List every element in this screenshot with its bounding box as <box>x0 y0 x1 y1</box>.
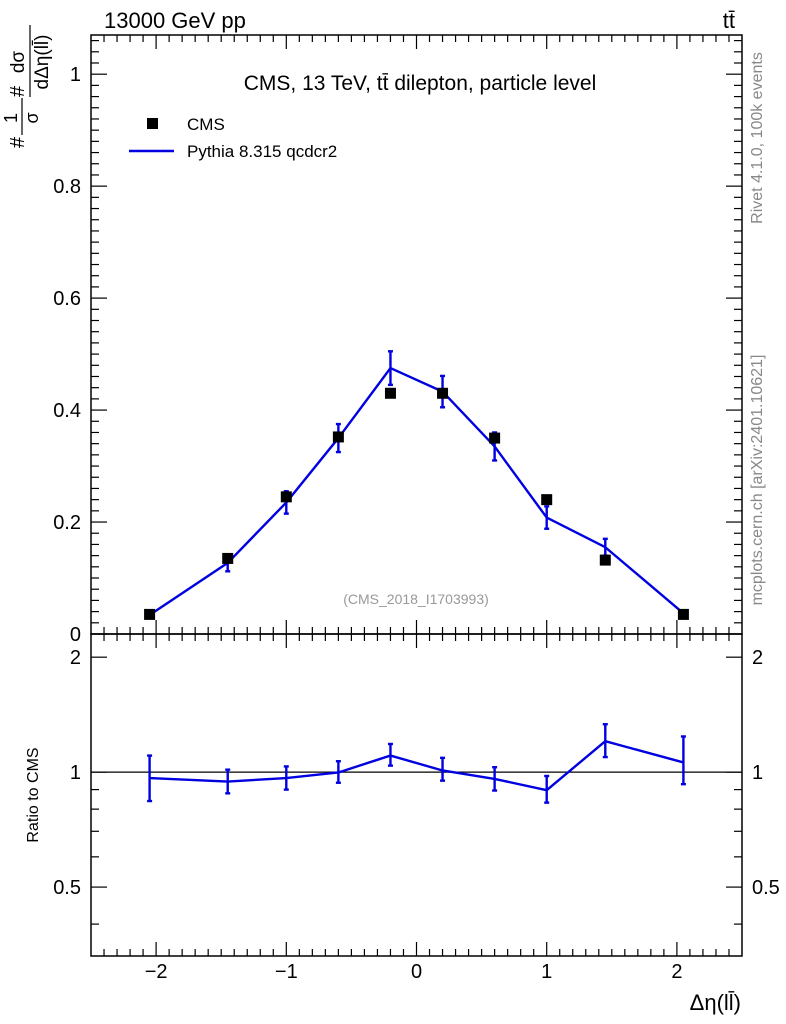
ylabel-hash1: # <box>7 136 29 148</box>
ylabel-hash2: # <box>7 85 29 97</box>
tick-labels: −2 −1 0 1 200.20.40.60.810.5 0.51 12 2 <box>53 64 780 983</box>
source-label: mcplots.cern.ch [arXiv:2401.10621] <box>749 355 766 606</box>
y-tick-label-ratio-right: 1 <box>752 762 763 784</box>
y-tick-label-ratio-right: 2 <box>752 647 763 669</box>
main-data <box>144 350 689 620</box>
cms-data-point <box>677 608 689 620</box>
x-tick-label: 1 <box>541 961 552 983</box>
cms-data-point <box>144 608 156 620</box>
cms-data-point <box>384 387 396 399</box>
x-tick-label: 0 <box>411 961 422 983</box>
x-axis-label: Δη(ll̄) <box>690 990 741 1015</box>
x-tick-label: −2 <box>145 961 168 983</box>
header-right: tt̄ <box>723 8 735 33</box>
y-tick-label-ratio-right: 0.5 <box>752 877 780 899</box>
x-tick-label: −1 <box>275 961 298 983</box>
cms-data-point <box>280 491 292 503</box>
header-left: 13000 GeV pp <box>104 8 246 33</box>
cms-data-point <box>332 431 344 443</box>
legend: CMS Pythia 8.315 qcdcr2 <box>129 115 337 161</box>
axis-ticks <box>91 35 742 956</box>
cms-data-point <box>599 554 611 566</box>
ratio-ylabel: Ratio to CMS <box>25 747 42 842</box>
ylabel-num1: 1 <box>1 113 21 123</box>
rivet-label: Rivet 4.1.0, 100k events <box>749 52 766 224</box>
ratio-panel-frame <box>90 633 743 957</box>
cms-data-point <box>489 432 501 444</box>
y-tick-label-ratio-left: 0.5 <box>53 877 81 899</box>
y-tick-label-ratio-left: 1 <box>70 762 81 784</box>
y-tick-label-main: 0.8 <box>53 176 81 198</box>
main-ylabel: # 1 σ # dσ dΔη(ll̄) <box>1 25 53 148</box>
cms-data-point <box>541 494 553 506</box>
ratio-line <box>149 740 684 792</box>
mc-line <box>148 366 685 616</box>
ylabel-den2: dΔη(ll̄) <box>32 35 53 90</box>
watermark: (CMS_2018_I1703993) <box>343 591 489 607</box>
ratio-data <box>91 723 742 804</box>
y-tick-label-main: 0.4 <box>53 400 81 422</box>
y-tick-label-main: 1 <box>70 64 81 86</box>
y-tick-label-ratio-left: 2 <box>70 647 81 669</box>
y-tick-label-main: 0.2 <box>53 512 81 534</box>
cms-data-point <box>222 552 234 564</box>
y-tick-label-main: 0.6 <box>53 288 81 310</box>
legend-cms-label: CMS <box>187 115 225 134</box>
cms-data-point <box>437 387 449 399</box>
ylabel-num2: dσ <box>8 51 29 74</box>
legend-cms-marker <box>147 118 158 129</box>
y-tick-label-main: 0 <box>70 624 81 646</box>
x-tick-label: 2 <box>671 961 682 983</box>
main-title: CMS, 13 TeV, tt̄ dilepton, particle leve… <box>244 72 597 95</box>
legend-pythia-label: Pythia 8.315 qcdcr2 <box>187 142 337 161</box>
ylabel-den1: σ <box>22 112 42 123</box>
